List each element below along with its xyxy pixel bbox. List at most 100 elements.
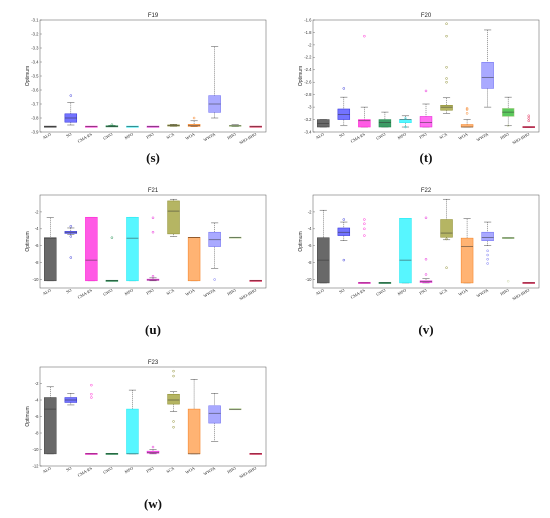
box-body (44, 237, 57, 282)
category-label: WWPA (202, 466, 216, 477)
category-label: SCA (438, 132, 448, 140)
outlier-point (404, 125, 407, 129)
category-label: SHO-HHO (511, 132, 530, 146)
plot-frame (312, 19, 540, 133)
box-pso (419, 216, 433, 284)
box-body (501, 108, 515, 117)
y-tick-label: -3.2 (304, 117, 312, 122)
outlier-point (110, 236, 114, 239)
box-sho-hho (249, 125, 262, 128)
category-label: HHO (226, 466, 236, 475)
outlier-point (465, 107, 469, 110)
outlier-point (445, 34, 448, 38)
y-axis-label: Optimum (25, 66, 31, 86)
panel-f20: F20 -1.6 -1.8 -2 -2.2 -2.4 -2.6 -2.8 -3 -3.2 -3.4 O… (298, 13, 540, 165)
outlier-point (445, 22, 448, 25)
outlier-point (69, 256, 73, 259)
category-label: CMA-ES (77, 131, 94, 144)
category-label: SCA (165, 466, 175, 474)
category-label: WOA (184, 288, 195, 297)
outlier-point (445, 266, 448, 269)
box-pso (419, 89, 433, 128)
category-label: ALO (315, 132, 325, 141)
y-tick-label: -10 (32, 277, 39, 282)
outlier-point (506, 280, 510, 283)
box-alo (44, 217, 57, 282)
outlier-point (445, 237, 448, 241)
box-sca (167, 369, 180, 429)
y-tick-label: -10 (305, 277, 312, 282)
y-tick-label: -2 (308, 209, 312, 214)
box-body (460, 237, 474, 284)
box-hho (501, 237, 515, 283)
y-tick-label: -3.5 (31, 73, 39, 78)
box-hho (228, 236, 242, 239)
category-label: PSO (418, 132, 427, 140)
outlier-point (151, 445, 155, 449)
y-axis-label: Optimum (25, 406, 31, 426)
y-tick-label: -1.8 (304, 30, 312, 35)
box-sho-hho (522, 114, 535, 128)
category-label: HHO (226, 132, 236, 141)
category-label: HHO (226, 288, 236, 297)
box-woa (460, 218, 474, 284)
box-sca (167, 124, 180, 127)
box-hho (228, 124, 242, 127)
box-mfo (126, 389, 139, 455)
chart-title: F21 (148, 188, 159, 194)
y-tick-label: -3.8 (31, 115, 39, 120)
category-label: MFO (397, 132, 407, 141)
category-label: SO (65, 132, 72, 139)
category-label: PSO (418, 288, 427, 296)
box-body (187, 124, 201, 127)
y-axis-label: Optimum (25, 231, 31, 251)
box-mfo (126, 216, 139, 282)
box-sho-hho (522, 282, 535, 284)
box-pso (146, 216, 160, 282)
outlier-point (465, 108, 469, 111)
category-label: SO (65, 466, 72, 473)
category-label: ALO (42, 132, 52, 141)
outlier-point (363, 34, 366, 38)
box-mfo (399, 115, 412, 129)
box-body (440, 219, 453, 238)
category-label: SHO-HHO (511, 288, 530, 302)
category-label: GWO (375, 132, 386, 141)
category-label: SHO-HHO (238, 288, 257, 302)
category-label: HHO (499, 288, 509, 297)
category-label: WWPA (475, 132, 489, 143)
y-tick-label: -2.2 (304, 55, 312, 60)
y-tick-label: -3.4 (31, 59, 39, 64)
y-tick-label: -12 (32, 463, 39, 468)
category-label: SCA (165, 132, 175, 140)
plot-frame (39, 19, 267, 133)
outlier-point (363, 222, 366, 225)
y-axis-label: Optimum (298, 231, 304, 251)
box-cma-es (85, 383, 98, 455)
plot-frame (39, 194, 267, 289)
category-label: CMA-ES (77, 465, 94, 478)
box-cma-es (358, 34, 371, 128)
box-body (481, 62, 494, 89)
box-mfo (126, 125, 139, 128)
box-so (337, 218, 351, 262)
y-tick-label: -4 (35, 226, 39, 231)
box-body (187, 237, 201, 282)
box-body (337, 108, 351, 120)
outlier-point (445, 66, 448, 69)
box-alo (44, 386, 57, 455)
outlier-point (69, 235, 73, 238)
category-label: GWO (102, 466, 113, 475)
category-label: PSO (145, 288, 154, 296)
y-tick-label: -3.4 (304, 129, 312, 134)
box-body (337, 227, 351, 236)
outlier-point (506, 124, 510, 128)
y-tick-label: -3.6 (31, 87, 39, 92)
outlier-point (342, 258, 346, 262)
outlier-point (445, 77, 448, 80)
box-woa (187, 116, 201, 127)
box-body (44, 397, 57, 455)
y-axis-label: Optimum (298, 66, 304, 86)
category-label: GWO (375, 288, 386, 297)
y-tick-label: -6 (308, 243, 312, 248)
